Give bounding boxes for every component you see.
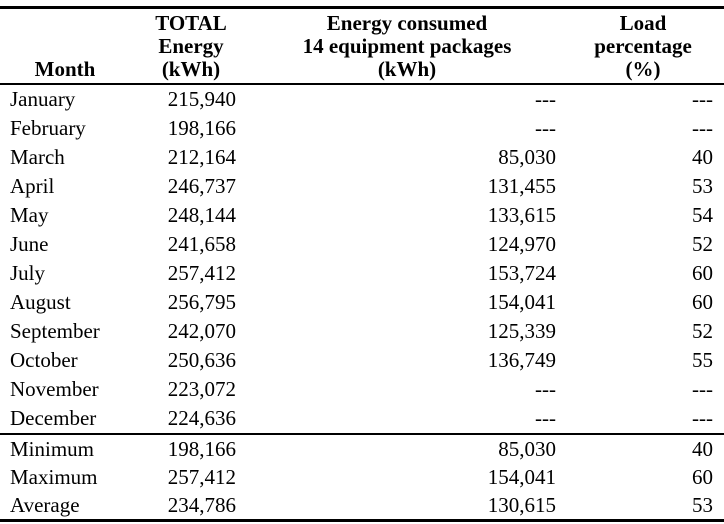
cell-total-energy: 242,070 <box>167 319 236 343</box>
col-header-line: Load <box>619 11 667 35</box>
table-body-months: January 215,940 --- --- February 198,166 --- --… <box>0 84 724 434</box>
cell-total-energy: 198,166 <box>167 116 236 140</box>
cell-month: July <box>10 261 46 285</box>
table-header: Month TOTAL Energy (kWh) Energy consumed 14 e… <box>0 7 724 85</box>
cell-energy-consumed: 153,724 <box>487 261 556 285</box>
col-header-line: percentage <box>594 34 692 58</box>
cell-load-percentage: --- <box>692 377 713 401</box>
cell-total-energy: 215,940 <box>167 87 236 111</box>
cell-load-percentage: --- <box>692 116 713 140</box>
cell-energy-consumed: 130,615 <box>487 493 556 517</box>
cell-load-percentage: 53 <box>692 174 713 198</box>
cell-load-percentage: 52 <box>692 232 713 256</box>
cell-energy-consumed: --- <box>535 377 556 401</box>
cell-month: August <box>10 290 71 314</box>
month-row: March 212,164 85,030 40 <box>0 143 724 172</box>
col-header-line: Energy consumed <box>326 11 488 35</box>
col-header-line: Energy <box>158 34 224 58</box>
cell-month: December <box>10 406 97 430</box>
col-header-load-percentage: Load percentage (%) <box>562 8 724 85</box>
col-header-line: TOTAL <box>155 11 227 35</box>
cell-load-percentage: 40 <box>692 145 713 169</box>
cell-load-percentage: 55 <box>692 348 713 372</box>
month-row: February 198,166 --- --- <box>0 114 724 143</box>
col-header-line: (kWh) <box>161 57 221 81</box>
cell-month: February <box>10 116 86 140</box>
cell-total-energy: 256,795 <box>167 290 236 314</box>
cell-energy-consumed: 85,030 <box>498 437 556 461</box>
cell-energy-consumed: --- <box>535 116 556 140</box>
month-row: September 242,070 125,339 52 <box>0 317 724 346</box>
cell-total-energy: 246,737 <box>167 174 236 198</box>
cell-energy-consumed: 133,615 <box>487 203 556 227</box>
month-row: June 241,658 124,970 52 <box>0 230 724 259</box>
cell-energy-consumed: --- <box>535 406 556 430</box>
summary-row: Minimum 198,166 85,030 40 <box>0 434 724 463</box>
cell-load-percentage: --- <box>692 87 713 111</box>
cell-load-percentage: 53 <box>692 493 713 517</box>
month-row: December 224,636 --- --- <box>0 404 724 434</box>
cell-load-percentage: 52 <box>692 319 713 343</box>
cell-energy-consumed: 154,041 <box>487 290 556 314</box>
cell-total-energy: 257,412 <box>167 261 236 285</box>
energy-table: Month TOTAL Energy (kWh) Energy consumed 14 e… <box>0 6 724 522</box>
cell-total-energy: 241,658 <box>167 232 236 256</box>
cell-energy-consumed: 131,455 <box>487 174 556 198</box>
month-row: October 250,636 136,749 55 <box>0 346 724 375</box>
cell-total-energy: 198,166 <box>167 437 236 461</box>
cell-month: Minimum <box>10 437 95 461</box>
col-header-line: Month <box>34 57 96 81</box>
cell-energy-consumed: 154,041 <box>487 465 556 489</box>
cell-total-energy: 250,636 <box>167 348 236 372</box>
cell-month: May <box>10 203 49 227</box>
month-row: April 246,737 131,455 53 <box>0 172 724 201</box>
cell-total-energy: 257,412 <box>167 465 236 489</box>
cell-energy-consumed: --- <box>535 87 556 111</box>
cell-month: April <box>10 174 55 198</box>
cell-load-percentage: 40 <box>692 437 713 461</box>
cell-month: March <box>10 145 65 169</box>
cell-month: September <box>10 319 100 343</box>
cell-month: January <box>10 87 76 111</box>
col-header-energy-consumed: Energy consumed 14 equipment packages (kWh… <box>252 8 562 85</box>
month-row: May 248,144 133,615 54 <box>0 201 724 230</box>
cell-total-energy: 234,786 <box>167 493 236 517</box>
cell-load-percentage: 60 <box>692 261 713 285</box>
cell-month: November <box>10 377 99 401</box>
table-body-summary: Minimum 198,166 85,030 40 Maximum 257,412 154,… <box>0 434 724 521</box>
col-header-month: Month <box>0 8 130 85</box>
month-row: July 257,412 153,724 60 <box>0 259 724 288</box>
cell-total-energy: 212,164 <box>167 145 236 169</box>
summary-row: Maximum 257,412 154,041 60 <box>0 463 724 491</box>
cell-energy-consumed: 125,339 <box>487 319 556 343</box>
cell-load-percentage: 60 <box>692 290 713 314</box>
cell-total-energy: 223,072 <box>167 377 236 401</box>
cell-total-energy: 224,636 <box>167 406 236 430</box>
month-row: November 223,072 --- --- <box>0 375 724 404</box>
cell-month: Maximum <box>10 465 98 489</box>
cell-load-percentage: 60 <box>692 465 713 489</box>
cell-month: June <box>10 232 49 256</box>
cell-month: Average <box>10 493 80 517</box>
month-row: August 256,795 154,041 60 <box>0 288 724 317</box>
cell-energy-consumed: 85,030 <box>498 145 556 169</box>
month-row: January 215,940 --- --- <box>0 84 724 114</box>
cell-energy-consumed: 124,970 <box>487 232 556 256</box>
col-header-line: (kWh) <box>377 57 437 81</box>
col-header-total-energy: TOTAL Energy (kWh) <box>130 8 252 85</box>
cell-energy-consumed: 136,749 <box>487 348 556 372</box>
header-row: Month TOTAL Energy (kWh) Energy consumed 14 e… <box>0 7 724 85</box>
cell-total-energy: 248,144 <box>167 203 236 227</box>
cell-month: October <box>10 348 78 372</box>
cell-load-percentage: 54 <box>692 203 713 227</box>
summary-row: Average 234,786 130,615 53 <box>0 491 724 521</box>
col-header-line: (%) <box>625 57 661 81</box>
cell-load-percentage: --- <box>692 406 713 430</box>
col-header-line: 14 equipment packages <box>302 34 512 58</box>
